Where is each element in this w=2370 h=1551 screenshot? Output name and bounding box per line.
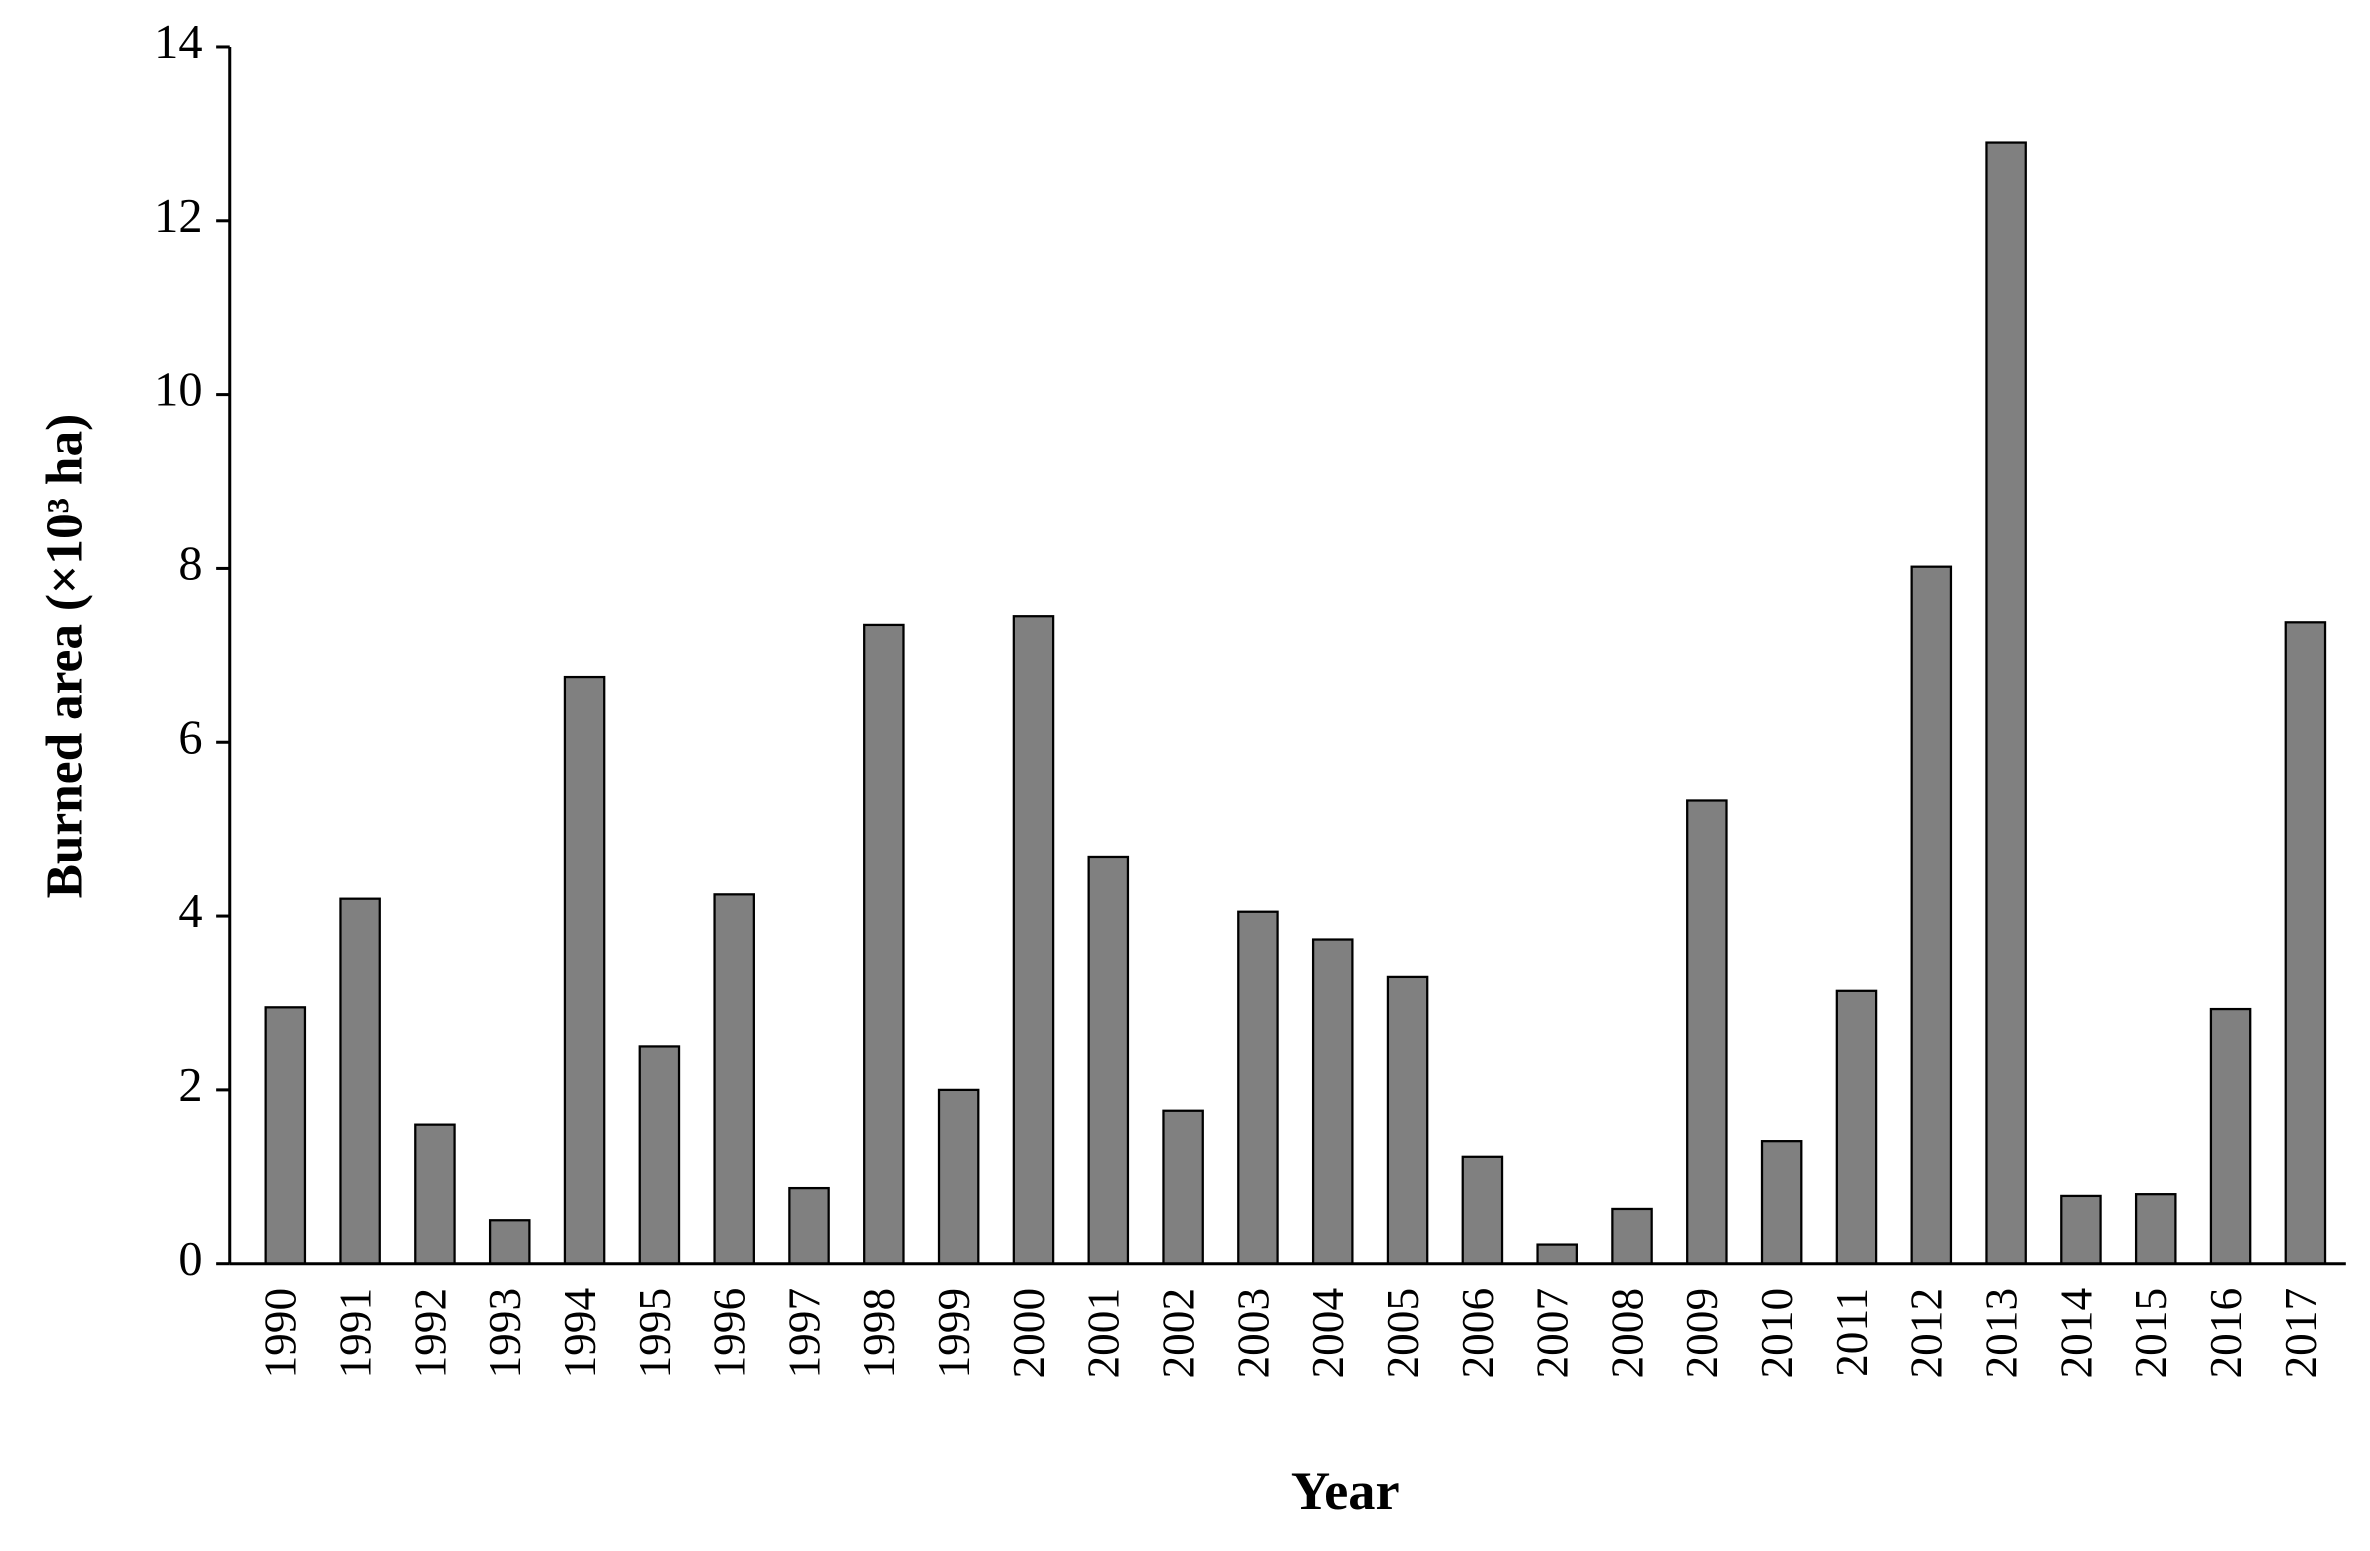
x-tick-label: 2002 bbox=[1154, 1288, 1204, 1379]
x-tick-label: 2011 bbox=[1827, 1288, 1877, 1377]
x-tick-label: 1999 bbox=[929, 1288, 979, 1379]
x-tick-label: 1996 bbox=[705, 1288, 755, 1379]
bar bbox=[937, 1088, 980, 1265]
bar bbox=[1012, 615, 1055, 1265]
x-tick-label: 2016 bbox=[2201, 1288, 2251, 1379]
x-tick-label: 2001 bbox=[1079, 1288, 1129, 1379]
bar bbox=[1237, 910, 1279, 1265]
x-tick-label: 1995 bbox=[630, 1288, 680, 1379]
x-tick-label: 1997 bbox=[779, 1288, 829, 1379]
x-tick-label: 2004 bbox=[1303, 1288, 1353, 1379]
x-tick-label: 2000 bbox=[1004, 1288, 1054, 1379]
x-tick-label: 2014 bbox=[2051, 1288, 2101, 1379]
bar bbox=[2134, 1193, 2177, 1265]
bar bbox=[1686, 799, 1728, 1265]
x-tick-label: 1992 bbox=[405, 1288, 455, 1379]
x-tick-label: 1993 bbox=[480, 1288, 530, 1379]
x-tick-label: 2013 bbox=[1977, 1288, 2027, 1379]
x-tick-label: 1998 bbox=[854, 1288, 904, 1379]
y-tick-label: 4 bbox=[178, 885, 202, 938]
x-tick-label: 2010 bbox=[1752, 1288, 1802, 1379]
y-tick-label: 8 bbox=[178, 538, 202, 591]
x-tick-label: 2017 bbox=[2276, 1288, 2326, 1379]
x-tick-label: 2007 bbox=[1528, 1288, 1578, 1379]
x-tick-label: 2009 bbox=[1677, 1288, 1727, 1379]
x-tick-label: 1990 bbox=[256, 1288, 306, 1379]
x-tick-label: 2006 bbox=[1453, 1288, 1503, 1379]
x-tick-label: 2003 bbox=[1228, 1288, 1278, 1379]
bar bbox=[1835, 989, 1878, 1265]
bar bbox=[339, 897, 381, 1265]
x-tick-label: 1991 bbox=[331, 1288, 381, 1379]
y-tick-label: 10 bbox=[154, 364, 202, 417]
y-tick-label: 0 bbox=[178, 1233, 202, 1286]
bar bbox=[1162, 1109, 1204, 1265]
y-tick-label: 12 bbox=[154, 190, 202, 243]
y-tick-label: 14 bbox=[154, 16, 202, 69]
bar bbox=[713, 893, 755, 1265]
bar bbox=[788, 1186, 830, 1265]
bar bbox=[1611, 1207, 1653, 1265]
y-axis-label: Burned area (×10³ ha) bbox=[36, 414, 93, 899]
bar bbox=[1760, 1140, 1803, 1265]
bar bbox=[563, 675, 606, 1265]
bar bbox=[264, 1006, 307, 1265]
y-tick-label: 6 bbox=[178, 711, 202, 764]
bar bbox=[1461, 1155, 1504, 1265]
bar bbox=[1536, 1243, 1578, 1265]
bar bbox=[1386, 975, 1429, 1265]
bar bbox=[863, 623, 905, 1265]
bar bbox=[638, 1045, 681, 1265]
bar bbox=[1087, 855, 1130, 1265]
x-axis-label: Year bbox=[1291, 1461, 1400, 1521]
x-tick-label: 2015 bbox=[2126, 1288, 2176, 1379]
bar bbox=[488, 1219, 531, 1265]
x-tick-label: 2008 bbox=[1602, 1288, 1652, 1379]
bar bbox=[2209, 1007, 2252, 1265]
bar bbox=[1311, 938, 1354, 1265]
bar bbox=[414, 1123, 456, 1265]
x-tick-label: 1994 bbox=[555, 1288, 605, 1379]
bar bbox=[2284, 621, 2327, 1265]
bar bbox=[1910, 565, 1953, 1265]
x-tick-label: 2012 bbox=[1902, 1288, 1952, 1379]
bar bbox=[2060, 1194, 2102, 1265]
y-tick-label: 2 bbox=[178, 1059, 202, 1112]
bar bbox=[1985, 141, 2027, 1265]
x-tick-label: 2005 bbox=[1378, 1288, 1428, 1379]
